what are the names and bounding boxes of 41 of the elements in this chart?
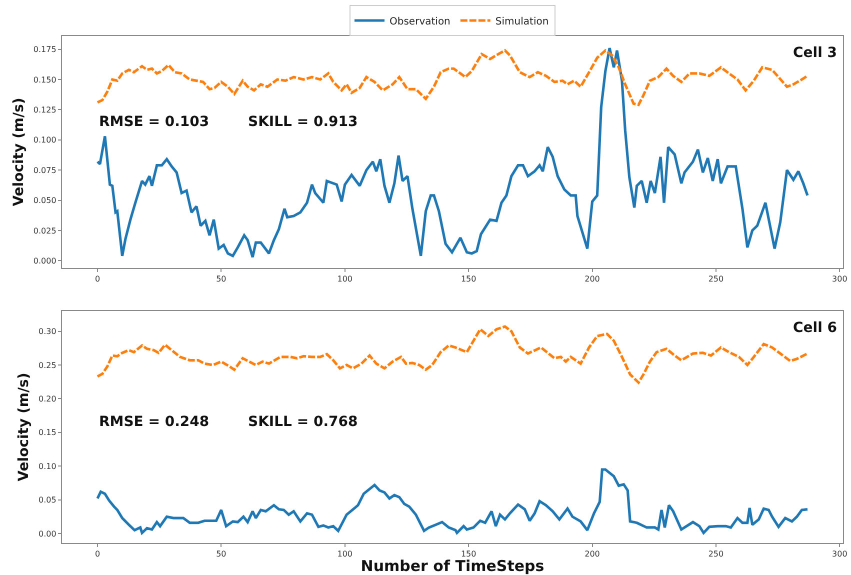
annotation: RMSE = 0.103	[99, 114, 210, 130]
y-tick-label: 0.125	[33, 105, 56, 114]
legend-label: Observation	[390, 16, 450, 28]
x-tick-label: 0	[94, 550, 100, 559]
annotation: Cell 3	[793, 45, 837, 61]
y-axis-title: Velocity (m/s)	[10, 98, 27, 206]
y-tick-label: 0.175	[33, 45, 56, 54]
y-tick-label: 0.000	[33, 256, 56, 266]
x-tick-label: 50	[216, 274, 226, 284]
x-tick-label: 100	[337, 550, 353, 559]
x-tick-label: 0	[94, 274, 100, 284]
y-tick-label: 0.150	[33, 75, 56, 84]
y-tick-label: 0.15	[38, 428, 56, 438]
x-tick-label: 150	[460, 550, 476, 559]
x-axis-title: Number of TimeSteps	[360, 557, 544, 575]
x-tick-label: 200	[584, 550, 600, 559]
x-tick-label: 250	[708, 274, 724, 284]
y-tick-label: 0.075	[33, 166, 56, 175]
x-tick-label: 300	[832, 274, 848, 284]
x-tick-label: 150	[460, 274, 476, 284]
x-tick-label: 100	[337, 274, 353, 284]
y-tick-label: 0.00	[38, 529, 56, 538]
y-tick-label: 0.100	[33, 136, 56, 145]
y-tick-label: 0.05	[38, 496, 56, 505]
annotation: SKILL = 0.913	[248, 114, 358, 130]
y-tick-label: 0.25	[38, 360, 56, 370]
legend-label: Simulation	[495, 16, 549, 28]
y-axis-title: Velocity (m/s)	[16, 372, 32, 482]
x-tick-label: 250	[708, 550, 724, 559]
y-tick-label: 0.025	[33, 226, 56, 236]
line-series	[96, 468, 809, 534]
y-tick-label: 0.050	[33, 196, 56, 206]
x-tick-label: 300	[832, 550, 848, 559]
y-tick-label: 0.10	[38, 462, 56, 471]
x-tick-label: 50	[216, 550, 226, 559]
y-tick-label: 0.30	[38, 327, 56, 336]
x-tick-label: 200	[584, 274, 600, 284]
annotation: RMSE = 0.248	[99, 414, 210, 430]
y-tick-label: 0.20	[38, 394, 56, 404]
annotation: SKILL = 0.768	[248, 414, 358, 430]
annotation: Cell 6	[793, 320, 837, 336]
